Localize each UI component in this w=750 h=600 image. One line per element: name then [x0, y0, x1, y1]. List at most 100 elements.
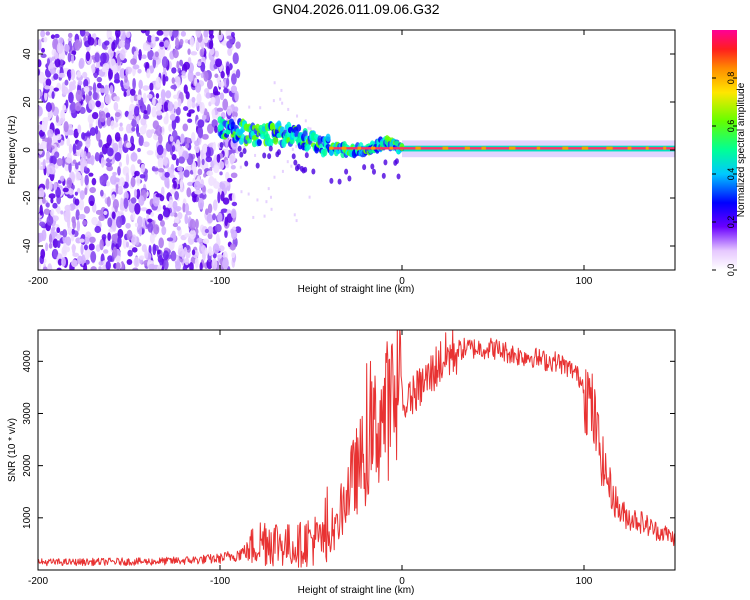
spectrogram-noise-blob [120, 79, 124, 88]
spectrogram-spread-blob [329, 177, 334, 184]
spectrogram-noise-blob [43, 36, 48, 43]
spectrogram-noise-blob [128, 110, 133, 116]
spectrogram-noise-blob [58, 72, 66, 78]
spectrogram-speckle [272, 99, 275, 103]
spectrogram-noise-blob [201, 158, 205, 166]
spectrogram-noise-blob [107, 48, 114, 59]
spectrogram-noise-blob [56, 267, 62, 270]
spectrogram-noise-blob [60, 210, 64, 215]
spectrogram-noise-blob [205, 92, 211, 99]
spectrogram-noise-blob [199, 48, 205, 58]
spectrogram-noise-blob [71, 244, 77, 252]
spectrogram-noise-blob [226, 35, 233, 40]
spectrogram-noise-blob [107, 255, 113, 262]
spectrogram-noise-blob [109, 84, 114, 95]
spectrogram-noise-blob [212, 141, 217, 152]
spectrogram-noise-blob [59, 117, 64, 125]
spectrogram-noise-blob [163, 259, 169, 270]
spectrogram-noise-blob [97, 220, 102, 228]
spectrogram-noise-blob [138, 225, 143, 237]
spectrogram-noise-blob [76, 220, 81, 232]
spectrogram-spread-blob [276, 149, 281, 156]
spectrogram-noise-blob [230, 164, 236, 170]
spectrogram-carrier-blob [256, 139, 262, 147]
spectrogram-noise-blob [189, 229, 196, 240]
spectrogram-noise-blob [77, 80, 83, 86]
spectrogram-noise-blob [118, 40, 125, 48]
spectrogram-noise-blob [45, 202, 50, 208]
spectrogram-speckle [290, 164, 293, 168]
spectrogram-speckle [265, 200, 268, 204]
spectrogram-noise-blob [84, 187, 88, 196]
spectrogram-noise-blob [87, 36, 95, 46]
spectrogram-noise-blob [138, 255, 145, 260]
spectrogram-noise-blob [83, 262, 88, 270]
spectrogram-noise-blob [62, 104, 67, 111]
spectrogram-noise-blob [52, 238, 59, 249]
spectrogram-noise-blob [103, 249, 109, 254]
spectrogram-noise-blob [38, 89, 41, 100]
spectrogram-noise-blob [232, 52, 239, 65]
spectrogram-noise-blob [118, 126, 124, 132]
spectrogram-xtick-label: 100 [576, 276, 593, 287]
spectrogram-spread-blob [267, 153, 272, 160]
snr-x-axis: -200 -100 0 100 [28, 330, 593, 587]
spectrogram-spread-blob [219, 142, 224, 149]
spectrogram-noise-blob [61, 245, 68, 258]
spectrogram-noise-blob [151, 106, 157, 118]
spectrogram-noise-blob [201, 133, 209, 140]
spectrogram-noise-blob [231, 192, 236, 202]
spectrogram-noise-blob [74, 101, 82, 112]
spectrogram-noise-blob [200, 149, 204, 160]
spectrogram-noise-blob [110, 120, 115, 130]
spectrogram-noise-blob [226, 105, 232, 116]
spectrogram-speckle [280, 88, 283, 92]
spectrogram-speckle [273, 175, 276, 179]
spectrogram-noise-blob [169, 135, 174, 142]
spectrogram-noise-blob [172, 49, 179, 59]
spectrogram-noise-blob [106, 196, 111, 207]
spectrogram-spread-blob [383, 159, 388, 166]
spectrogram-noise-blob [83, 244, 88, 251]
snr-frame [37, 329, 676, 571]
spectrogram-noise-blob [157, 157, 164, 169]
spectrogram-noise-blob [104, 40, 110, 46]
spectrogram-noise-blob [162, 210, 169, 218]
spectrogram-noise-blob [130, 152, 138, 162]
spectrogram-noise-blob [98, 214, 105, 222]
spectrogram-noise-blob [176, 226, 181, 231]
spectrogram-noise-blob [78, 198, 85, 211]
spectrogram-noise-blob [112, 198, 119, 210]
spectrogram-noise-blob [222, 257, 229, 269]
spectrogram-noise-blob [180, 31, 187, 37]
spectrogram-noise-blob [159, 41, 165, 47]
spectrogram-noise-blob [85, 137, 91, 149]
spectrogram-noise-blob [170, 250, 177, 262]
spectrogram-noise-blob [45, 78, 52, 87]
spectrogram-noise-blob [49, 61, 55, 69]
spectrogram-noise-blob [74, 39, 81, 51]
spectrogram-noise-blob [206, 170, 214, 177]
spectrogram-carrier-blob [322, 148, 328, 157]
spectrogram-noise-blob [157, 213, 164, 221]
spectrogram-noise-blob [115, 255, 121, 263]
spectrogram-noise-blob [78, 59, 84, 69]
spectrogram-carrier-blob [289, 137, 295, 145]
spectrogram-speckle [295, 144, 298, 148]
spectrogram-noise-blob [142, 42, 149, 52]
spectrogram-spread-blob [304, 152, 309, 159]
spectrogram-noise-blob [94, 151, 100, 162]
spectrogram-noise-blob [155, 110, 163, 116]
spectrogram-noise-blob [202, 238, 210, 244]
spectrogram-noise-blob [142, 141, 150, 148]
spectrogram-speckle [254, 153, 257, 157]
spectrogram-spread-blob [296, 163, 301, 170]
spectrogram-noise-blob [171, 145, 176, 153]
spectrogram-noise-blob [124, 39, 131, 50]
spectrogram-noise-blob [50, 197, 54, 204]
spectrogram-noise-blob [134, 202, 141, 215]
spectrogram-noise-blob [176, 60, 180, 69]
spectrogram-noise-blob [67, 32, 73, 38]
spectrogram-noise-blob [111, 194, 116, 201]
spectrogram-noise-blob [173, 212, 178, 218]
